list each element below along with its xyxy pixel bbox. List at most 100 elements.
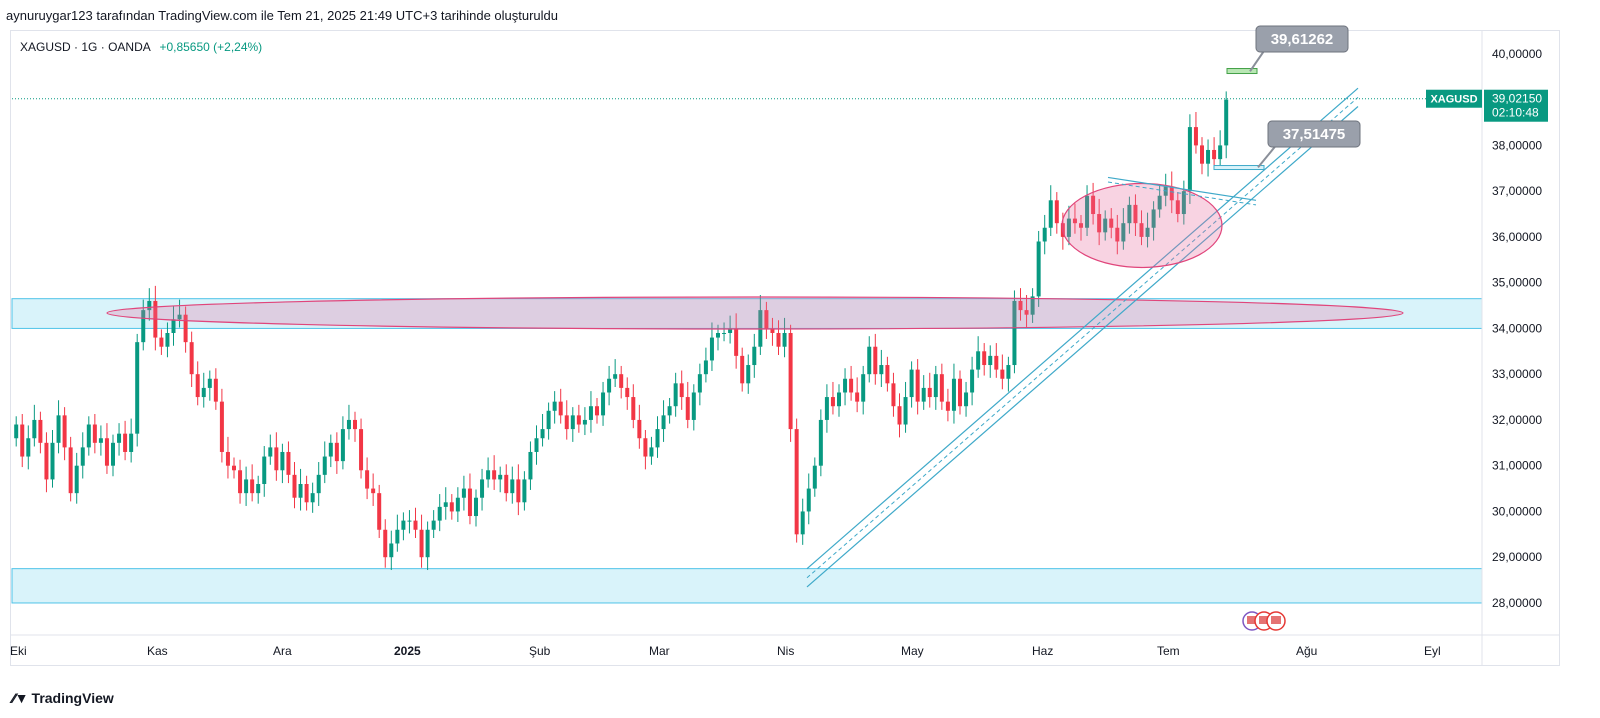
candle-body[interactable] bbox=[504, 474, 509, 494]
trendline-upper[interactable] bbox=[806, 87, 1359, 570]
candle-body[interactable] bbox=[1127, 204, 1132, 224]
candle-body[interactable] bbox=[56, 415, 61, 443]
candle-body[interactable] bbox=[667, 406, 672, 416]
candle-body[interactable] bbox=[812, 465, 817, 489]
candle-body[interactable] bbox=[1145, 227, 1150, 237]
candle-body[interactable] bbox=[855, 392, 860, 402]
candle-body[interactable] bbox=[982, 351, 987, 366]
candle-body[interactable] bbox=[806, 488, 811, 512]
candle-body[interactable] bbox=[304, 484, 309, 503]
candle-body[interactable] bbox=[619, 374, 624, 388]
candle-body[interactable] bbox=[879, 365, 884, 375]
candle-body[interactable] bbox=[607, 378, 612, 393]
candle-body[interactable] bbox=[534, 438, 539, 452]
candle-body[interactable] bbox=[516, 479, 521, 503]
candle-body[interactable] bbox=[401, 520, 406, 530]
candle-body[interactable] bbox=[540, 429, 545, 439]
candle-body[interactable] bbox=[147, 300, 152, 311]
candle-body[interactable] bbox=[14, 424, 19, 439]
candle-body[interactable] bbox=[964, 392, 969, 407]
candle-body[interactable] bbox=[177, 314, 182, 320]
candle-body[interactable] bbox=[637, 419, 642, 439]
candle-body[interactable] bbox=[631, 397, 636, 420]
candle-body[interactable] bbox=[867, 346, 872, 375]
candle-body[interactable] bbox=[576, 415, 581, 425]
candle-body[interactable] bbox=[359, 429, 364, 471]
candle-body[interactable] bbox=[1109, 218, 1114, 228]
candle-body[interactable] bbox=[377, 493, 382, 530]
price-callout-bottom-box[interactable] bbox=[1267, 120, 1361, 148]
candle-body[interactable] bbox=[195, 374, 200, 398]
candle-body[interactable] bbox=[92, 424, 97, 443]
candle-body[interactable] bbox=[104, 438, 109, 466]
candle-body[interactable] bbox=[219, 401, 224, 452]
candle-body[interactable] bbox=[522, 479, 527, 503]
candle-body[interactable] bbox=[189, 342, 194, 375]
candle-body[interactable] bbox=[528, 451, 533, 480]
candle-body[interactable] bbox=[328, 442, 333, 457]
candle-body[interactable] bbox=[976, 351, 981, 370]
candle-body[interactable] bbox=[1218, 145, 1223, 160]
candle-body[interactable] bbox=[1072, 218, 1077, 224]
candle-body[interactable] bbox=[486, 470, 491, 480]
candle-body[interactable] bbox=[340, 429, 345, 462]
candle-body[interactable] bbox=[679, 383, 684, 398]
candle-body[interactable] bbox=[716, 333, 720, 338]
candle-body[interactable] bbox=[274, 447, 279, 471]
candle-body[interactable] bbox=[316, 474, 321, 494]
candle-body[interactable] bbox=[788, 333, 793, 430]
support-marker[interactable] bbox=[1213, 165, 1265, 171]
candle-body[interactable] bbox=[703, 360, 708, 375]
candle-body[interactable] bbox=[443, 502, 448, 507]
candle-body[interactable] bbox=[62, 415, 67, 448]
candle-body[interactable] bbox=[298, 484, 303, 498]
candle-body[interactable] bbox=[546, 410, 551, 430]
candle-body[interactable] bbox=[449, 502, 454, 512]
candle-body[interactable] bbox=[643, 438, 648, 457]
candle-body[interactable] bbox=[1115, 227, 1120, 242]
candle-body[interactable] bbox=[455, 497, 460, 512]
candle-body[interactable] bbox=[921, 387, 926, 402]
candle-body[interactable] bbox=[286, 451, 291, 475]
candle-body[interactable] bbox=[885, 365, 890, 384]
candle-body[interactable] bbox=[141, 310, 146, 343]
resistance-ellipse[interactable] bbox=[106, 296, 1404, 330]
candle-body[interactable] bbox=[135, 342, 140, 434]
candle-body[interactable] bbox=[625, 387, 630, 398]
candle-body[interactable] bbox=[117, 433, 122, 443]
candle-body[interactable] bbox=[927, 387, 932, 398]
candle-body[interactable] bbox=[1024, 310, 1029, 315]
candle-body[interactable] bbox=[86, 424, 91, 448]
candle-body[interactable] bbox=[371, 488, 376, 494]
candle-body[interactable] bbox=[467, 488, 472, 517]
candle-body[interactable] bbox=[1000, 369, 1005, 379]
candle-body[interactable] bbox=[1006, 365, 1011, 379]
candle-body[interactable] bbox=[201, 387, 206, 398]
candle-body[interactable] bbox=[782, 333, 787, 347]
candle-body[interactable] bbox=[213, 378, 218, 402]
candle-body[interactable] bbox=[1018, 300, 1023, 311]
candle-body[interactable] bbox=[673, 383, 678, 407]
candle-body[interactable] bbox=[1091, 195, 1096, 215]
candle-body[interactable] bbox=[933, 374, 938, 398]
candle-body[interactable] bbox=[1030, 296, 1035, 315]
candle-body[interactable] bbox=[474, 497, 478, 517]
candle-body[interactable] bbox=[903, 397, 908, 425]
candle-body[interactable] bbox=[165, 333, 170, 347]
candle-body[interactable] bbox=[691, 392, 696, 420]
candle-body[interactable] bbox=[1066, 218, 1071, 237]
candle-body[interactable] bbox=[207, 378, 212, 388]
candle-body[interactable] bbox=[552, 401, 557, 411]
price-zone-1[interactable] bbox=[11, 568, 1483, 604]
breakout-line[interactable] bbox=[1107, 176, 1257, 201]
candle-body[interactable] bbox=[1224, 99, 1229, 146]
candle-body[interactable] bbox=[770, 328, 775, 333]
candle-body[interactable] bbox=[570, 415, 575, 430]
trendline-lower[interactable] bbox=[806, 106, 1359, 588]
candle-body[interactable] bbox=[728, 328, 733, 333]
candle-body[interactable] bbox=[915, 369, 920, 402]
candle-body[interactable] bbox=[310, 493, 315, 503]
candle-body[interactable] bbox=[800, 511, 805, 535]
candle-body[interactable] bbox=[98, 438, 103, 443]
candle-body[interactable] bbox=[824, 397, 829, 420]
